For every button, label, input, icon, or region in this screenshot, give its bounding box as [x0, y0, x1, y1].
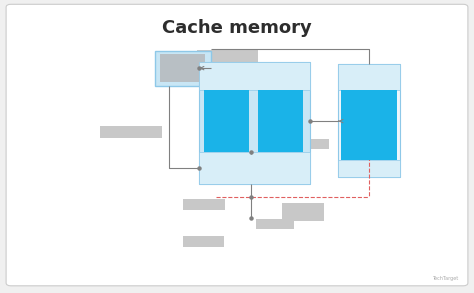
Bar [183, 236, 224, 247]
Bar [199, 62, 310, 184]
Bar [199, 62, 310, 90]
Text: TechTarget: TechTarget [432, 276, 458, 281]
Bar [204, 90, 249, 152]
Bar [256, 219, 293, 229]
Bar [341, 90, 397, 160]
Bar [155, 51, 211, 86]
Bar [100, 126, 162, 138]
Bar [197, 50, 258, 62]
Bar [338, 64, 400, 177]
Bar [160, 54, 205, 82]
Bar [282, 203, 324, 221]
Bar [338, 64, 400, 90]
Bar [183, 199, 225, 210]
FancyBboxPatch shape [6, 4, 468, 286]
Text: Cache memory: Cache memory [162, 18, 312, 37]
Bar [296, 139, 329, 149]
Bar [258, 90, 303, 152]
Bar [338, 160, 400, 177]
Bar [199, 152, 310, 184]
